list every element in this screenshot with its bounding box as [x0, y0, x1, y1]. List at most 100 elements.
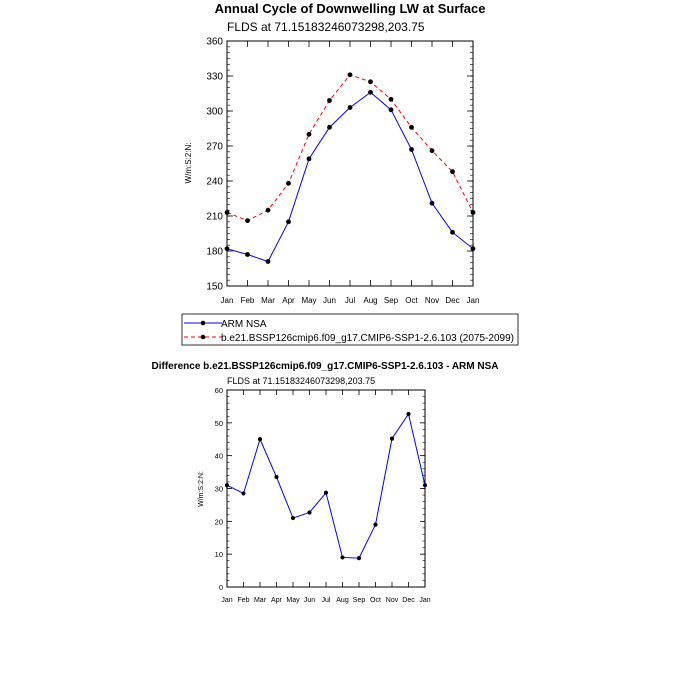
chart2-xtick-label: Oct: [370, 597, 381, 604]
chart2-series-0-point: [406, 411, 411, 417]
chart1-series-1-point: [409, 124, 414, 130]
chart1-xtick-label: Aug: [363, 296, 377, 305]
chart1-series-1-point: [450, 169, 455, 175]
chart2-series-0-point: [323, 490, 329, 495]
chart1-series-1-point: [470, 210, 476, 215]
chart2-series-0-point: [224, 483, 230, 488]
chart1-series-1-point: [388, 96, 394, 102]
chart2-plot-frame: [226, 389, 426, 588]
chart1-ytick-label: 210: [206, 212, 223, 223]
chart2-xtick-label: Jun: [304, 597, 315, 604]
chart1-plot-frame: [226, 40, 474, 287]
chart2-ytick-label: 0: [219, 583, 223, 592]
chart1-series-0-point: [286, 219, 291, 225]
chart2-series-line-0: [226, 412, 426, 559]
chart1-series-0-point: [265, 259, 271, 264]
chart1-series-0-point: [327, 124, 332, 130]
chart2-xtick-label: Jul: [322, 597, 331, 604]
chart1-ylabel: W/m:S:2:N:: [184, 143, 193, 184]
chart-annual-cycle: Annual Cycle of Downwelling LW at Surfac…: [184, 1, 485, 305]
chart2-xtick-label: Mar: [254, 597, 267, 604]
chart-difference: Difference b.e21.BSSP126cmip6.f09_g17.CM…: [152, 361, 499, 604]
legend-label-model: b.e21.BSSP126cmip6.f09_g17.CMIP6-SSP1-2.…: [221, 333, 514, 344]
chart1-series-0-point: [224, 246, 230, 252]
chart1-xtick-label: Dec: [445, 296, 459, 305]
chart1-series-0-point: [368, 89, 373, 95]
chart1-series-line-0: [226, 91, 474, 263]
chart2-ytick-label: 30: [215, 485, 223, 494]
chart2-ytick-label: 20: [215, 517, 223, 526]
chart2-series-0-point: [274, 474, 279, 480]
chart1-ytick-label: 150: [206, 282, 223, 293]
legend-marker-arm: [200, 320, 206, 326]
chart1-ticks: 150 180 210 240 270 300 330 360 Jan Feb Mar Apr May J…: [206, 37, 479, 306]
chart2-series-0-point: [356, 556, 362, 561]
chart2-xtick-label: Aug: [336, 597, 349, 604]
chart2-xtick-label: Apr: [271, 597, 283, 604]
chart2-ylabel: W/m:S:2:N:: [198, 471, 205, 507]
chart2-ytick-label: 60: [215, 386, 223, 395]
chart2-xtick-label: Jan: [419, 597, 430, 604]
chart1-series-1-point: [429, 148, 435, 154]
chart1-ytick-label: 240: [206, 177, 223, 188]
chart1-xtick-label: Jul: [345, 296, 355, 305]
chart2-xtick-label: May: [286, 597, 300, 604]
chart2-series-0-point: [257, 437, 263, 442]
chart1-xtick-label: Jan: [467, 296, 480, 305]
chart1-series-1-point: [224, 210, 230, 215]
chart1-ytick-label: 360: [206, 37, 223, 48]
chart2-xtick-label: Sep: [353, 597, 366, 604]
chart1-xtick-label: Feb: [241, 296, 255, 305]
chart1-series-line-1: [226, 74, 474, 222]
chart1-series-1-point: [327, 98, 332, 103]
chart2-series: [224, 411, 428, 561]
chart1-series-0-point: [429, 200, 435, 206]
chart1-title: Annual Cycle of Downwelling LW at Surfac…: [215, 1, 486, 16]
chart2-series-0-point: [290, 515, 296, 521]
chart1-series-0-point: [347, 105, 353, 110]
chart2-title: Difference b.e21.BSSP126cmip6.f09_g17.CM…: [152, 361, 499, 372]
chart2-subtitle: FLDS at 71.15183246073298,203.75: [227, 376, 375, 386]
chart1-xtick-label: May: [301, 296, 316, 305]
chart2-xtick-label: Jan: [221, 597, 232, 604]
chart2-xtick-label: Dec: [402, 597, 415, 604]
chart2-series-0-point: [307, 510, 312, 515]
chart1-series-0-point: [450, 229, 455, 235]
chart1-xtick-label: Nov: [425, 296, 439, 305]
chart1-ytick-label: 180: [206, 247, 223, 258]
chart1-xtick-label: Jan: [221, 296, 234, 305]
chart1-series: [224, 72, 476, 264]
chart2-series-0-point: [373, 522, 378, 527]
chart1-subtitle: FLDS at 71.15183246073298,203.75: [227, 20, 425, 34]
chart1-ytick-label: 270: [206, 142, 223, 153]
chart2-ytick-label: 50: [215, 419, 223, 428]
chart1-series-1-point: [286, 180, 291, 186]
chart1-ytick-label: 300: [206, 107, 223, 118]
chart2-ytick-label: 10: [215, 550, 223, 559]
chart1-series-1-point: [265, 207, 271, 213]
chart1-series-0-point: [306, 156, 312, 162]
legend: ARM NSA b.e21.BSSP126cmip6.f09_g17.CMIP6…: [181, 313, 519, 346]
chart1-xtick-label: Oct: [405, 296, 418, 305]
chart1-xtick-label: Mar: [261, 296, 275, 305]
chart2-series-0-point: [422, 483, 428, 488]
chart2-ytick-label: 40: [215, 452, 223, 461]
chart2-series-0-point: [241, 491, 246, 496]
chart1-series-1-point: [306, 131, 312, 137]
chart2-xtick-label: Nov: [386, 597, 399, 604]
chart2-series-0-point: [340, 555, 345, 560]
chart1-series-1-point: [245, 218, 250, 224]
chart2-xtick-label: Feb: [237, 597, 249, 604]
legend-frame: [181, 313, 519, 346]
chart1-series-1-point: [368, 79, 373, 85]
legend-marker-model: [200, 334, 206, 340]
chart1-xtick-label: Apr: [282, 296, 295, 305]
chart1-series-1-point: [347, 72, 353, 78]
chart2-series-0-point: [389, 436, 395, 441]
chart2-ticks: 0 10 20 30 40 50 60 Jan Feb Mar Apr May Jun Jul Aug Sep…: [215, 386, 431, 604]
legend-label-arm: ARM NSA: [221, 319, 267, 330]
chart1-xtick-label: Sep: [384, 296, 399, 305]
chart1-series-0-point: [409, 147, 414, 152]
chart1-series-0-point: [470, 246, 476, 252]
